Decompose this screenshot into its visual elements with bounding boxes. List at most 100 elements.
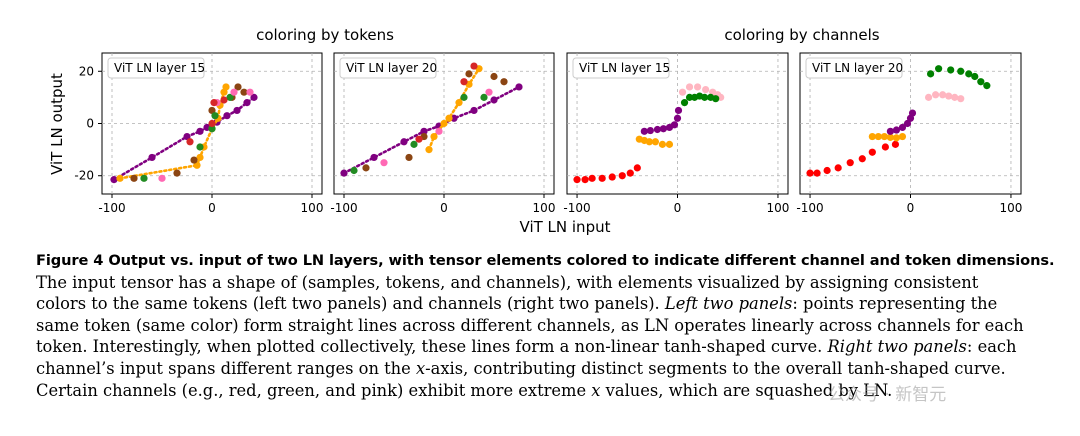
data-point-channel-purple: [903, 119, 912, 128]
data-point-channel-pink: [945, 92, 953, 100]
caption-x-variable-2: x: [591, 380, 601, 400]
data-point-token-brown: [208, 106, 216, 115]
panel-title: ViT LN layer 15: [579, 61, 670, 75]
chart-panel-3: -100 0 100 ViT LN layer 15: [563, 52, 790, 215]
data-point-token-purple: [196, 127, 204, 135]
data-point-channel-green: [935, 65, 943, 73]
data-point-token-green: [211, 112, 219, 120]
data-point-token-brown: [490, 72, 498, 81]
panel-legend-box: [572, 57, 670, 79]
x-tick-label: -100: [98, 201, 125, 215]
figure: coloring by tokens coloring by channels …: [48, 26, 1022, 236]
x-tick-label: -100: [796, 201, 823, 215]
data-point-token-purple: [148, 153, 156, 162]
y-tick-label: 20: [79, 64, 94, 78]
data-point-token-green: [226, 93, 234, 101]
data-point-token-brown: [362, 164, 370, 172]
data-point-channel-pink: [702, 85, 710, 94]
caption-line-5-text: channel’s input spans different ranges o…: [36, 358, 411, 378]
caption-line-1: The input tensor has a shape of (samples…: [36, 272, 979, 292]
data-point-channel-pink: [678, 88, 687, 96]
data-point-token-pink: [380, 159, 388, 167]
data-point-token-red: [460, 78, 468, 86]
data-point-token-red: [210, 99, 218, 107]
data-point-channel-pink: [924, 93, 933, 101]
data-point-token-green: [410, 140, 418, 148]
data-point-channel-green: [947, 66, 955, 74]
chart-panel-1: -100 0 100 -20 0 20 ViT LN layer 15: [74, 52, 323, 215]
data-point-channel-purple: [892, 126, 901, 134]
data-point-token-orange: [430, 132, 438, 141]
y-tick-label: -20: [74, 169, 94, 183]
data-point-token-brown: [240, 88, 248, 96]
data-point-channel-purple: [674, 106, 683, 115]
data-point-channel-orange: [880, 132, 888, 141]
caption-title: Figure 4 Output vs. input of two LN laye…: [36, 252, 1055, 269]
data-point-channel-purple: [898, 123, 907, 132]
panel-title: ViT LN layer 20: [812, 61, 903, 75]
data-point-channel-green: [983, 82, 991, 90]
data-point-token-orange: [222, 83, 230, 91]
data-point-token-purple: [233, 106, 241, 115]
data-point-token-brown: [130, 174, 138, 182]
data-point-token-green: [480, 93, 488, 101]
data-point-channel-pink: [957, 95, 965, 103]
data-point-token-purple: [370, 153, 378, 162]
data-point-channel-red: [881, 143, 889, 151]
data-point-token-red: [470, 62, 478, 70]
data-point-channel-red: [608, 173, 616, 181]
caption-line-6-rest: values, which are squashed by LN.: [605, 380, 893, 400]
data-point-channel-red: [868, 148, 876, 156]
data-point-token-orange: [455, 99, 463, 107]
data-point-token-purple: [490, 96, 498, 104]
data-point-channel-purple: [653, 125, 662, 134]
caption-line-2-text: colors to the same tokens (left two pane…: [36, 294, 660, 314]
chart-panel-2: -100 0 100 ViT LN layer 20: [330, 52, 555, 215]
data-point-token-orange: [425, 146, 433, 154]
data-point-token-orange: [445, 114, 453, 122]
x-tick-label: -100: [563, 201, 590, 215]
x-tick-label: 0: [208, 201, 216, 215]
data-point-token-purple: [250, 93, 258, 101]
data-point-channel-purple: [646, 126, 654, 135]
data-point-channel-orange: [874, 132, 882, 141]
data-point-token-red: [415, 135, 423, 143]
data-point-channel-pink: [693, 83, 702, 91]
left-group-title: coloring by tokens: [256, 26, 394, 44]
data-point-token-orange: [440, 119, 448, 128]
data-point-token-brown: [500, 78, 508, 86]
data-point-token-red: [208, 119, 216, 128]
data-point-channel-green: [926, 70, 935, 78]
y-tick-label: 0: [86, 117, 94, 131]
data-point-token-green: [140, 174, 148, 182]
x-tick-label: 0: [907, 201, 915, 215]
data-point-channel-purple: [886, 127, 895, 135]
data-point-token-purple: [340, 169, 348, 177]
data-point-channel-red: [626, 169, 634, 177]
caption-left-panels: Left two panels: [664, 294, 793, 314]
data-point-channel-green: [712, 95, 720, 103]
data-point-token-brown: [190, 156, 198, 164]
data-point-token-purple: [243, 99, 251, 107]
panel-legend-box: [339, 57, 437, 79]
data-point-token-purple: [515, 83, 523, 91]
caption-x-variable: x: [415, 358, 426, 378]
data-point-channel-red: [813, 169, 821, 177]
data-point-channel-red: [573, 176, 581, 184]
watermark: 公众号 · 新智元: [828, 385, 947, 405]
data-point-channel-purple: [659, 125, 668, 133]
data-point-channel-red: [806, 169, 814, 177]
data-point-token-brown: [173, 169, 181, 177]
data-point-token-purple: [110, 176, 118, 184]
data-point-channel-orange: [892, 134, 901, 142]
data-point-channel-red: [858, 155, 866, 163]
data-point-token-orange: [116, 174, 124, 182]
caption-line-6: Certain channels (e.g., red, green, and …: [36, 380, 1048, 402]
data-point-channel-red: [618, 172, 626, 180]
x-tick-label: 100: [767, 201, 790, 215]
data-point-token-brown: [465, 70, 473, 78]
caption-right-panels: Right two panels: [827, 337, 967, 357]
data-point-channel-orange: [665, 140, 674, 148]
panel-title: ViT LN layer 20: [346, 61, 437, 75]
data-point-token-purple: [400, 138, 408, 146]
